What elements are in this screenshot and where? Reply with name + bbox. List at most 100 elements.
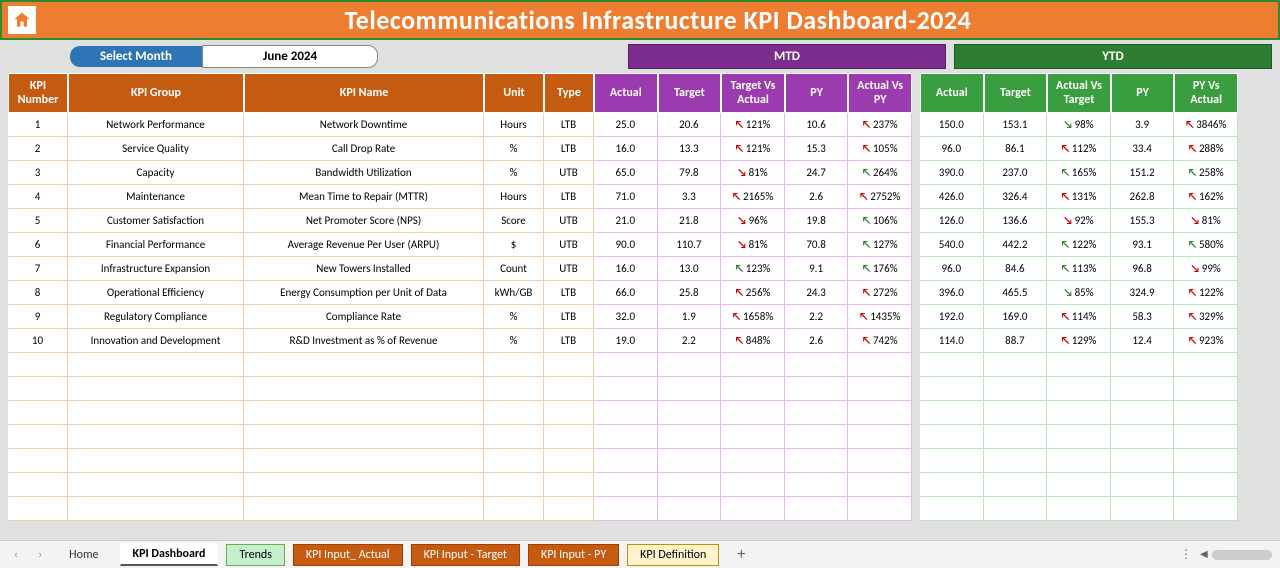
table-row[interactable]: 19.02.2848%2.6742%	[594, 329, 912, 353]
cell-kpi-group: Infrastructure Expansion	[68, 257, 244, 281]
cell-ytd-target: 84.6	[984, 257, 1048, 281]
cell-mtd-py: 2.2	[785, 305, 849, 329]
table-row[interactable]: 1Network PerformanceNetwork DowntimeHour…	[8, 113, 594, 137]
table-row[interactable]: 65.079.881%24.7264%	[594, 161, 912, 185]
cell-ytd-pva: 3846%	[1174, 113, 1238, 137]
cell-ytd-target: 169.0	[984, 305, 1048, 329]
cell-mtd-target: 110.7	[658, 233, 722, 257]
cell-kpi-group: Financial Performance	[68, 233, 244, 257]
table-row[interactable]: 150.0153.198%3.93846%	[920, 113, 1238, 137]
cell-mtd-target: 2.2	[658, 329, 722, 353]
table-row[interactable]: 16.013.3121%15.3105%	[594, 137, 912, 161]
table-row[interactable]: 16.013.0123%9.1176%	[594, 257, 912, 281]
cell-ytd-avt: 129%	[1047, 329, 1111, 353]
cell-ytd-actual: 396.0	[920, 281, 984, 305]
horizontal-scrollbar[interactable]	[1212, 550, 1272, 560]
cell-mtd-tva: 81%	[721, 233, 785, 257]
table-row[interactable]: 66.025.8256%24.3272%	[594, 281, 912, 305]
cell-ytd-py: 93.1	[1111, 233, 1175, 257]
tab-kpi-definition[interactable]: KPI Definition	[627, 544, 719, 566]
table-row[interactable]: 5Customer SatisfactionNet Promoter Score…	[8, 209, 594, 233]
table-row[interactable]: 192.0169.0114%58.3329%	[920, 305, 1238, 329]
cell-mtd-tva: 2165%	[721, 185, 785, 209]
table-row[interactable]: 96.086.1112%33.4288%	[920, 137, 1238, 161]
cell-ytd-pva: 258%	[1174, 161, 1238, 185]
tab-options-icon[interactable]: ⋮	[1174, 547, 1198, 562]
table-row[interactable]: 2Service QualityCall Drop Rate%LTB	[8, 137, 594, 161]
cell-kpi-group: Innovation and Development	[68, 329, 244, 353]
section-kpi-info: KPI Number KPI Group KPI Name Unit Type …	[8, 73, 594, 521]
table-row[interactable]: 96.084.6113%96.899%	[920, 257, 1238, 281]
table-row[interactable]: 3CapacityBandwidth Utilization%UTB	[8, 161, 594, 185]
cell-mtd-py: 24.3	[785, 281, 849, 305]
cell-mtd-tva: 256%	[721, 281, 785, 305]
home-icon[interactable]	[8, 6, 36, 34]
cell-ytd-target: 86.1	[984, 137, 1048, 161]
cell-mtd-actual: 66.0	[594, 281, 658, 305]
tab-home[interactable]: Home	[56, 544, 111, 566]
cell-kpi-name: New Towers Installed	[244, 257, 484, 281]
cell-type: UTB	[544, 209, 594, 233]
table-row[interactable]: 426.0326.4131%262.8162%	[920, 185, 1238, 209]
table-row[interactable]: 10Innovation and DevelopmentR&D Investme…	[8, 329, 594, 353]
cell-kpi-group: Customer Satisfaction	[68, 209, 244, 233]
cell-mtd-avp: 2752%	[848, 185, 912, 209]
cell-mtd-tva: 121%	[721, 113, 785, 137]
cell-mtd-avp: 176%	[848, 257, 912, 281]
tab-input-py[interactable]: KPI Input - PY	[528, 544, 619, 566]
tab-kpi-dashboard[interactable]: KPI Dashboard	[120, 543, 219, 566]
cell-ytd-pva: 580%	[1174, 233, 1238, 257]
table-row[interactable]: 396.0465.585%324.9122%	[920, 281, 1238, 305]
table-row[interactable]: 32.01.91658%2.21435%	[594, 305, 912, 329]
table-row[interactable]: 9Regulatory ComplianceCompliance Rate%LT…	[8, 305, 594, 329]
cell-mtd-avp: 237%	[848, 113, 912, 137]
cell-ytd-py: 3.9	[1111, 113, 1175, 137]
cell-mtd-py: 10.6	[785, 113, 849, 137]
table-row[interactable]: 90.0110.781%70.8127%	[594, 233, 912, 257]
tab-input-actual[interactable]: KPI Input_ Actual	[293, 544, 403, 566]
table-row[interactable]: 7Infrastructure ExpansionNew Towers Inst…	[8, 257, 594, 281]
table-row[interactable]: 540.0442.2122%93.1580%	[920, 233, 1238, 257]
cell-type: LTB	[544, 137, 594, 161]
table-row[interactable]: 8Operational EfficiencyEnergy Consumptio…	[8, 281, 594, 305]
col-kpi-number: KPI Number	[8, 73, 68, 113]
table-row[interactable]: 4MaintenanceMean Time to Repair (MTTR)Ho…	[8, 185, 594, 209]
cell-ytd-target: 88.7	[984, 329, 1048, 353]
cell-ytd-target: 136.6	[984, 209, 1048, 233]
cell-mtd-tva: 96%	[721, 209, 785, 233]
table-row[interactable]: 126.0136.692%155.381%	[920, 209, 1238, 233]
col-type: Type	[544, 73, 594, 113]
add-sheet-icon[interactable]: +	[727, 545, 755, 564]
ytd-banner: YTD	[954, 44, 1272, 69]
cell-ytd-pva: 329%	[1174, 305, 1238, 329]
month-selector[interactable]: June 2024	[202, 45, 378, 68]
table-row[interactable]: 71.03.32165%2.62752%	[594, 185, 912, 209]
cell-unit: Count	[484, 257, 544, 281]
cell-ytd-avt: 131%	[1047, 185, 1111, 209]
cell-mtd-avp: 105%	[848, 137, 912, 161]
cell-ytd-py: 262.8	[1111, 185, 1175, 209]
cell-mtd-avp: 742%	[848, 329, 912, 353]
cell-kpi-name: Compliance Rate	[244, 305, 484, 329]
table-row[interactable]: 390.0237.0165%151.2258%	[920, 161, 1238, 185]
cell-mtd-avp: 272%	[848, 281, 912, 305]
table-row[interactable]: 25.020.6121%10.6237%	[594, 113, 912, 137]
grid: KPI Number KPI Group KPI Name Unit Type …	[0, 73, 1280, 521]
table-row[interactable]: 21.021.896%19.8106%	[594, 209, 912, 233]
table-row[interactable]: 114.088.7129%12.4923%	[920, 329, 1238, 353]
cell-mtd-target: 13.0	[658, 257, 722, 281]
tab-input-target[interactable]: KPI Input - Target	[411, 544, 520, 566]
tab-nav-next-icon[interactable]: ›	[32, 548, 48, 562]
cell-unit: %	[484, 161, 544, 185]
cell-ytd-py: 58.3	[1111, 305, 1175, 329]
cell-kpi-name: Call Drop Rate	[244, 137, 484, 161]
col-mtd-actual: Actual	[594, 73, 658, 113]
table-row[interactable]: 6Financial PerformanceAverage Revenue Pe…	[8, 233, 594, 257]
cell-type: UTB	[544, 233, 594, 257]
cell-type: LTB	[544, 305, 594, 329]
cell-ytd-target: 465.5	[984, 281, 1048, 305]
tab-trends[interactable]: Trends	[226, 544, 284, 566]
cell-mtd-target: 13.3	[658, 137, 722, 161]
tab-nav-prev-icon[interactable]: ‹	[8, 548, 24, 562]
col-mtd-tva: Target Vs Actual	[721, 73, 785, 113]
